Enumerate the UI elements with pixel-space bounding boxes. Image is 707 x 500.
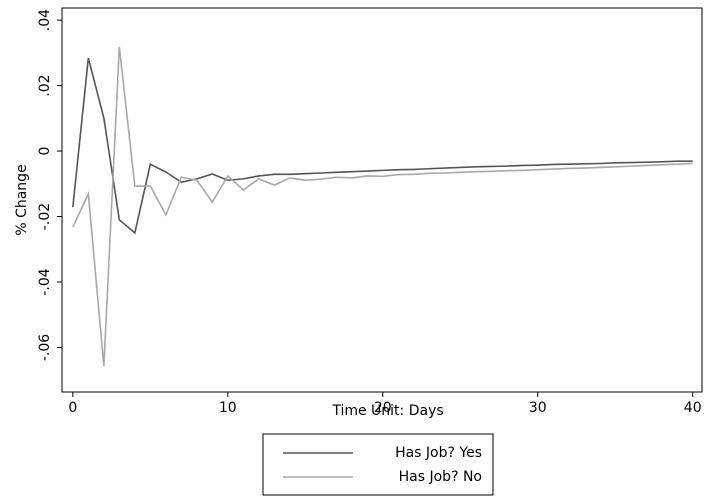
x-tick-label: 40 <box>684 400 702 416</box>
legend-label: Has Job? No <box>399 469 482 485</box>
y-tick-label: -.06 <box>37 334 53 361</box>
plot-frame <box>61 7 703 393</box>
y-tick-label: -.04 <box>37 268 53 295</box>
legend-box <box>262 433 494 496</box>
line-series <box>72 46 693 367</box>
x-axis-label: Time Unit: Days <box>331 403 443 419</box>
line-series <box>72 57 693 235</box>
x-tick-label: 20 <box>374 400 392 416</box>
legend-label: Has Job? Yes <box>395 445 482 461</box>
y-tick-label: 0 <box>37 147 53 156</box>
y-tick-label: -.02 <box>37 203 53 230</box>
x-tick-label: 30 <box>529 400 547 416</box>
x-tick-label: 0 <box>68 400 77 416</box>
y-tick-label: .04 <box>37 9 53 31</box>
y-tick-label: .02 <box>37 74 53 96</box>
x-tick-label: 10 <box>219 400 237 416</box>
y-axis-label: % Change <box>14 164 30 235</box>
